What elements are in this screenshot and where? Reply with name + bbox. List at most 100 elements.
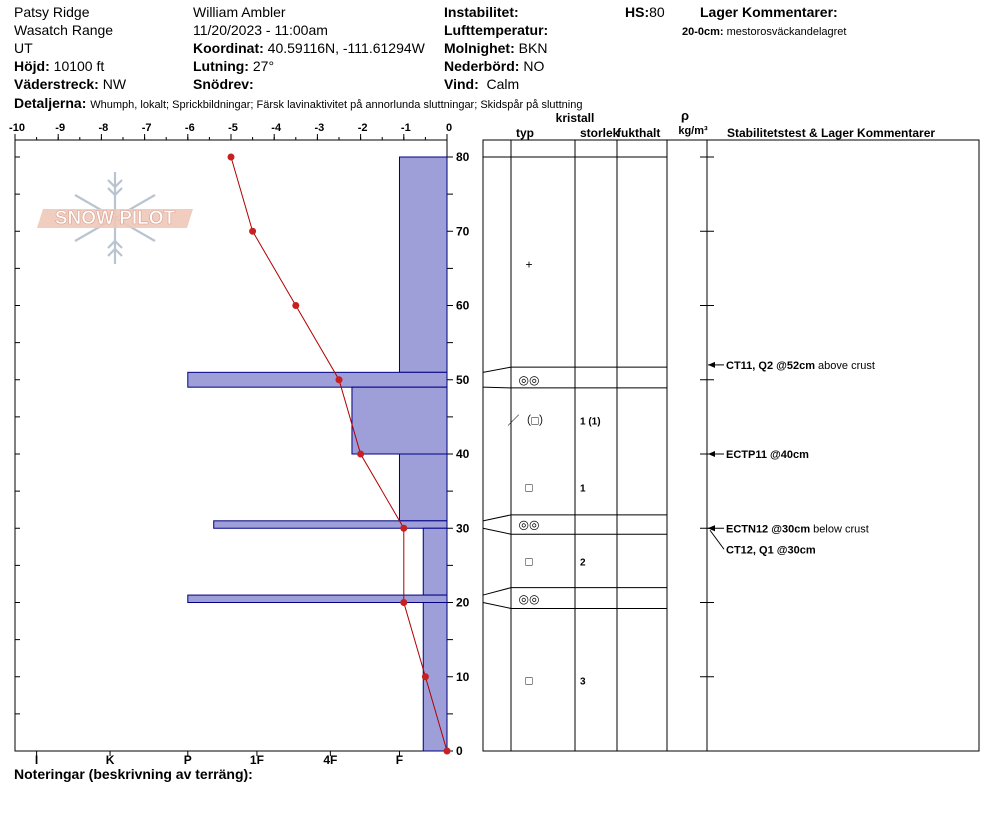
sky: Molnighet: BKN [444, 39, 547, 57]
wind: Vind: Calm [444, 75, 519, 93]
col-typ: typ [516, 126, 534, 140]
layer-boundary [482, 514, 667, 522]
crystal-symbol: □ [525, 673, 532, 687]
hardness-label: F [396, 753, 403, 767]
aspect-label: Väderstreck: [14, 76, 99, 92]
stability-test: CT12, Q1 @30cm [726, 544, 816, 556]
coord-value: 40.59116N, -111.61294W [267, 40, 425, 56]
hardness-label: 4F [323, 753, 337, 767]
wind-label: Vind: [444, 76, 479, 92]
layer-comments-title: Lager Kommentarer: [700, 4, 838, 20]
stability-test: ECTP11 @40cm [726, 449, 809, 461]
precip: Nederbörd: NO [444, 57, 544, 75]
hardness-bar [398, 453, 448, 522]
crystal-symbol: ／（□） [507, 414, 550, 428]
hardness-bar [398, 156, 448, 373]
datetime: 11/20/2023 - 11:00am [193, 22, 328, 38]
range: Wasatch Range [14, 22, 114, 38]
depth-tick-label: 30 [456, 521, 470, 535]
stability-arrow [709, 529, 725, 550]
crystal-symbol: ◎◎ [519, 373, 540, 387]
hardness-label: I [35, 753, 38, 767]
logo-text: SNOW PILOT [55, 208, 176, 229]
temperature-point [249, 227, 257, 235]
temp-tick-label: -8 [99, 122, 109, 134]
air-temp: Lufttemperatur: [444, 21, 552, 39]
temperature-point [357, 450, 365, 458]
snowdrift-label: Snödrev: [193, 76, 254, 92]
layer-comment-text: mestorosväckandelagret [726, 26, 847, 38]
precip-value: NO [523, 58, 545, 74]
temp-tick-label: -10 [9, 122, 25, 134]
col-rho: ρ [681, 108, 689, 123]
hardness-bar [422, 527, 448, 596]
details-value: Whumph, lokalt; Sprickbildningar; Färsk … [90, 99, 583, 111]
location: Patsy Ridge [14, 4, 90, 20]
layer-boundary [482, 602, 667, 609]
depth-tick-label: 80 [456, 150, 470, 164]
layer-boundary [482, 527, 667, 535]
coordinates: Koordinat: 40.59116N, -111.61294W [193, 39, 425, 57]
crystal-symbol: □ [525, 555, 532, 569]
state: UT [14, 40, 33, 56]
notes-label: Noteringar (beskrivning av terräng): [14, 766, 253, 782]
temperature-point [421, 673, 429, 681]
sky-value: BKN [518, 40, 548, 56]
crystal-symbol: ◎◎ [519, 592, 540, 606]
col-kristall: kristall [556, 111, 595, 125]
aspect-value: NW [102, 76, 127, 92]
depth-tick-label: 0 [456, 744, 463, 758]
hardness-bar [187, 371, 448, 388]
temp-tick-label: 0 [446, 122, 452, 134]
temp-tick-label: -7 [142, 122, 152, 134]
temp-tick-label: -9 [55, 122, 65, 134]
temperature-point [227, 153, 235, 161]
col-fukthalt: fukthalt [617, 126, 660, 140]
layer-table-frame [482, 139, 980, 752]
temperature-point [400, 524, 408, 532]
crystal-symbol: ◎◎ [519, 518, 540, 532]
instability-label: Instabilitet: [444, 4, 519, 20]
col-density-unit: kg/m³ [678, 125, 708, 137]
hardness-bar [351, 386, 448, 455]
crystal-symbol: + [525, 258, 532, 272]
layer-comment: 20-0cm: mestorosväckandelagret [682, 23, 846, 41]
hardness-bar [187, 594, 448, 604]
stability-test: CT11, Q2 @52cm above crust [726, 360, 875, 372]
temperature-point [443, 747, 451, 755]
details-label: Detaljerna: [14, 95, 87, 111]
hs-label: HS: [625, 4, 650, 20]
layer-comment-depth: 20-0cm: [682, 26, 724, 38]
temp-tick-label: -3 [315, 122, 325, 134]
crystal-size: 2 [580, 558, 586, 569]
col-stability: Stabilitetstest & Lager Kommentarer [727, 126, 935, 140]
depth-tick-label: 50 [456, 373, 470, 387]
elevation-value: 10100 ft [53, 58, 105, 74]
sky-label: Molnighet: [444, 40, 515, 56]
aspect: Väderstreck: NW [14, 75, 126, 93]
stability-arrowhead [708, 361, 715, 368]
hardness-bar [213, 520, 448, 529]
temperature-point [292, 302, 300, 309]
temp-tick-label: -6 [185, 122, 195, 134]
details: Detaljerna: Whumph, lokalt; Sprickbildni… [14, 94, 582, 114]
depth-tick-label: 40 [456, 447, 470, 461]
hardness-label: P [184, 753, 192, 767]
temp-tick-label: -2 [358, 122, 368, 134]
col-storlek: storlek [580, 126, 620, 140]
crystal-symbol: □ [525, 480, 532, 494]
slope-value: 27° [252, 58, 275, 74]
airtemp-label: Lufttemperatur: [444, 22, 549, 38]
hardness-label: K [106, 753, 115, 767]
snowpilot-logo: SNOW PILOT [37, 172, 193, 264]
layer-boundary [482, 366, 667, 373]
depth-tick-label: 20 [456, 596, 470, 610]
depth-tick-label: 70 [456, 224, 470, 238]
slope: Lutning: 27° [193, 57, 274, 75]
stability-arrowhead [708, 451, 715, 457]
observer: William Ambler [193, 4, 286, 20]
crystal-size: 3 [580, 676, 586, 687]
depth-tick-label: 10 [456, 670, 470, 684]
elevation: Höjd: 10100 ft [14, 57, 104, 75]
